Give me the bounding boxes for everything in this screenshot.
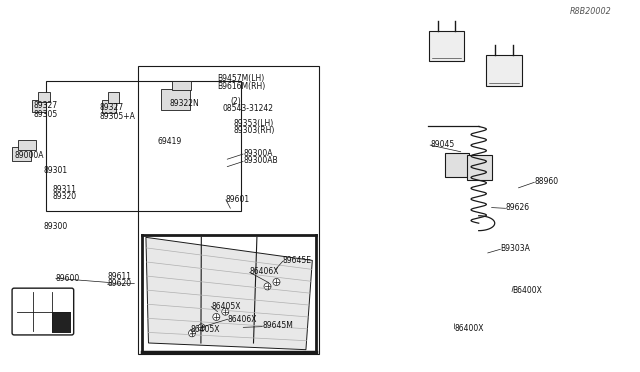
Bar [32,100,46,112]
Text: 89620: 89620 [108,279,132,288]
Bar [138,66,319,354]
Bar [172,81,191,90]
Bar [12,147,31,161]
Bar [445,153,469,177]
Text: 08543-31242: 08543-31242 [223,104,274,113]
Text: 89626: 89626 [506,203,530,212]
Text: 89045: 89045 [430,140,454,149]
Circle shape [189,330,195,337]
Polygon shape [146,237,312,350]
Bar [18,140,36,150]
Bar [46,81,241,211]
Text: B9457M(LH): B9457M(LH) [218,74,265,83]
Circle shape [213,314,220,320]
Bar [429,31,464,61]
Text: 89300AB: 89300AB [243,156,278,165]
Text: 89305: 89305 [33,110,58,119]
Bar [467,155,492,180]
Text: 89327: 89327 [99,103,124,112]
Text: 89322N: 89322N [170,99,199,108]
Bar [52,312,70,333]
Circle shape [222,308,228,315]
Text: (2): (2) [230,97,241,106]
Circle shape [198,324,205,331]
Bar [102,100,116,113]
FancyBboxPatch shape [12,288,74,335]
Text: B9303A: B9303A [500,244,531,253]
Text: B9616M(RH): B9616M(RH) [218,82,266,91]
Text: 89353(LH): 89353(LH) [234,119,274,128]
Text: 89305+A: 89305+A [99,112,135,121]
Bar [38,92,50,102]
Text: 89611: 89611 [108,272,132,281]
Text: 89600: 89600 [56,274,80,283]
Text: 89645M: 89645M [262,321,293,330]
Text: 86405X: 86405X [211,302,241,311]
Text: 86406X: 86406X [250,267,279,276]
Text: 86405X: 86405X [191,325,220,334]
Text: 89601: 89601 [226,195,250,203]
Bar [108,92,119,103]
Text: 89000A: 89000A [14,151,44,160]
Text: 89645E: 89645E [283,256,312,265]
Circle shape [264,283,271,290]
Bar [486,55,522,86]
Text: 89300: 89300 [44,222,68,231]
Text: 89327: 89327 [33,101,58,110]
Text: B6400X: B6400X [512,286,542,295]
Text: 86400X: 86400X [454,324,484,333]
Bar [161,89,190,110]
Text: 89320: 89320 [52,192,77,201]
Text: 89311: 89311 [52,185,77,194]
Text: R8B20002: R8B20002 [570,7,611,16]
Text: 69419: 69419 [157,137,182,146]
Text: 86406X: 86406X [228,315,257,324]
Text: 88960: 88960 [534,177,559,186]
Circle shape [273,279,280,285]
Text: 89301: 89301 [44,166,68,175]
Text: 89303(RH): 89303(RH) [234,126,275,135]
Text: 89300A: 89300A [243,149,273,158]
